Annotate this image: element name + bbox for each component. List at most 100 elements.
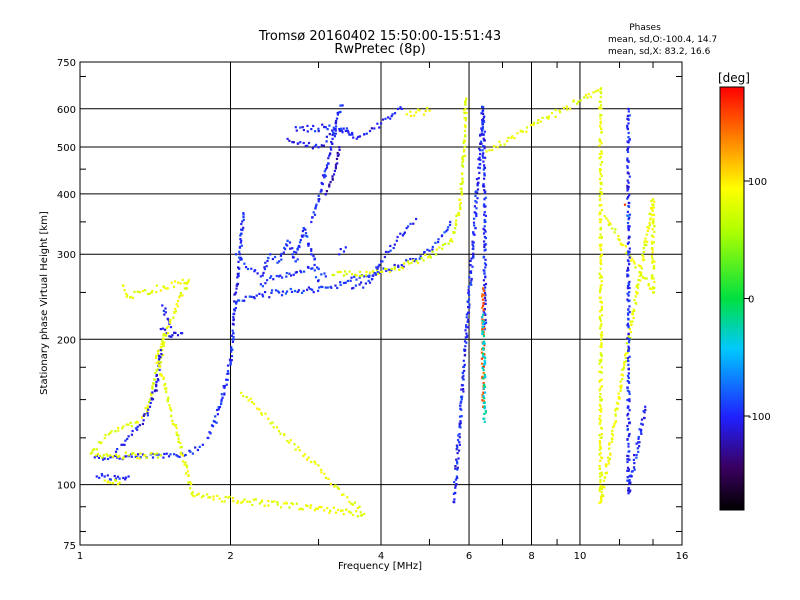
data-point <box>554 115 557 118</box>
data-point <box>626 386 629 389</box>
data-point <box>594 90 597 93</box>
data-point <box>599 475 602 478</box>
data-point <box>410 261 413 264</box>
data-point <box>339 283 342 286</box>
data-point <box>603 215 606 218</box>
data-point <box>286 244 289 247</box>
data-point <box>168 319 172 322</box>
data-point <box>164 387 167 390</box>
data-point <box>642 276 645 279</box>
data-point <box>607 459 610 463</box>
data-point <box>628 225 631 228</box>
data-point <box>331 129 334 132</box>
data-point <box>638 441 641 444</box>
data-point <box>329 509 332 512</box>
data-point <box>599 172 602 175</box>
data-point <box>181 460 185 463</box>
data-point <box>467 285 470 288</box>
data-point <box>109 456 112 459</box>
data-point <box>640 422 643 425</box>
data-point <box>280 506 283 509</box>
data-point <box>172 285 176 288</box>
data-point <box>485 150 488 153</box>
data-point <box>177 440 180 444</box>
data-point <box>599 274 602 277</box>
data-point <box>299 141 302 144</box>
data-point <box>483 342 486 345</box>
data-point <box>373 127 376 130</box>
data-point <box>456 446 459 449</box>
data-point <box>646 229 649 233</box>
data-point <box>184 461 187 464</box>
data-point <box>134 427 138 430</box>
data-point <box>461 395 464 398</box>
data-point <box>483 213 486 216</box>
data-point <box>447 242 450 245</box>
data-point <box>165 326 169 329</box>
data-point <box>610 440 613 444</box>
data-point <box>448 223 452 226</box>
data-point <box>600 254 603 257</box>
data-point <box>478 147 481 150</box>
data-point <box>483 198 486 201</box>
data-point <box>170 414 173 418</box>
data-point <box>152 382 155 385</box>
data-point <box>309 504 312 507</box>
data-point <box>464 119 467 122</box>
data-point <box>628 305 631 308</box>
data-point <box>483 145 486 148</box>
data-point <box>619 380 622 383</box>
data-point <box>458 436 461 439</box>
data-point <box>250 295 253 298</box>
data-point <box>118 477 121 480</box>
data-point <box>630 475 633 478</box>
data-point <box>456 462 459 465</box>
data-point <box>480 132 483 135</box>
data-point <box>293 250 296 253</box>
data-point <box>626 165 629 168</box>
data-point <box>236 282 240 286</box>
data-point <box>292 273 295 276</box>
data-point <box>370 127 373 130</box>
data-point <box>455 458 458 461</box>
data-point <box>221 396 224 399</box>
data-point <box>340 127 343 130</box>
data-point <box>371 277 374 281</box>
data-point <box>324 275 327 278</box>
data-point <box>475 214 478 218</box>
data-point <box>467 300 470 304</box>
data-point <box>334 484 337 487</box>
data-point <box>124 451 127 454</box>
data-point <box>576 102 579 105</box>
data-point <box>164 382 167 386</box>
data-point <box>317 146 320 149</box>
data-point <box>305 504 308 507</box>
data-point <box>434 253 438 256</box>
data-point <box>334 121 337 124</box>
data-point <box>461 161 464 164</box>
data-point <box>472 252 475 255</box>
data-point <box>627 468 630 471</box>
data-point <box>285 502 288 505</box>
data-point <box>291 141 294 144</box>
data-point <box>102 458 105 461</box>
data-point <box>651 286 655 289</box>
data-point <box>624 352 628 355</box>
data-point <box>284 292 287 295</box>
data-point <box>628 400 631 403</box>
data-point <box>599 113 602 117</box>
data-point <box>483 321 486 324</box>
data-point <box>98 476 101 479</box>
data-point <box>365 274 368 277</box>
data-point <box>467 318 470 321</box>
data-point <box>652 277 655 280</box>
data-point <box>101 474 104 477</box>
data-point <box>347 131 350 134</box>
data-point <box>220 500 223 503</box>
data-point <box>338 146 341 149</box>
data-point <box>431 245 434 248</box>
data-point <box>173 453 176 456</box>
data-point <box>337 487 340 490</box>
data-point <box>482 183 485 186</box>
data-point <box>298 449 301 452</box>
